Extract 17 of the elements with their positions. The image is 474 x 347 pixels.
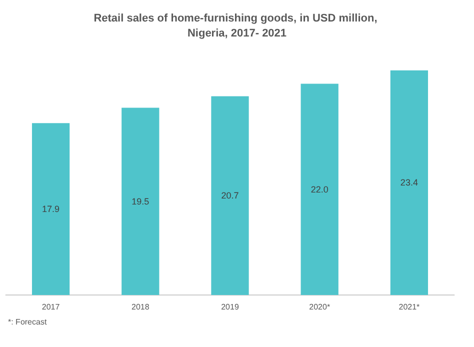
x-tick-label: 2020* — [309, 302, 330, 312]
text: *: Forecast — [8, 318, 48, 326]
x-tick-label: 2018 — [132, 302, 150, 312]
bar — [122, 108, 160, 295]
data-label: 20.7 — [221, 190, 239, 201]
bar — [211, 96, 249, 295]
data-label: 17.9 — [42, 204, 60, 214]
bar — [300, 84, 338, 295]
bar — [32, 123, 70, 295]
data-label: 23.4 — [400, 178, 418, 188]
chart-title: Retail sales of home-furnishing goods, in USD million, Nigeria, 2017- 2021 — [94, 12, 380, 40]
x-tick-label: 2019 — [221, 302, 240, 312]
x-tick-label: 2021* — [398, 302, 420, 312]
x-tick-label: 2017 — [42, 302, 60, 312]
data-label: 22.0 — [310, 184, 328, 194]
data-label: 19.5 — [132, 196, 150, 206]
bar — [390, 70, 428, 295]
